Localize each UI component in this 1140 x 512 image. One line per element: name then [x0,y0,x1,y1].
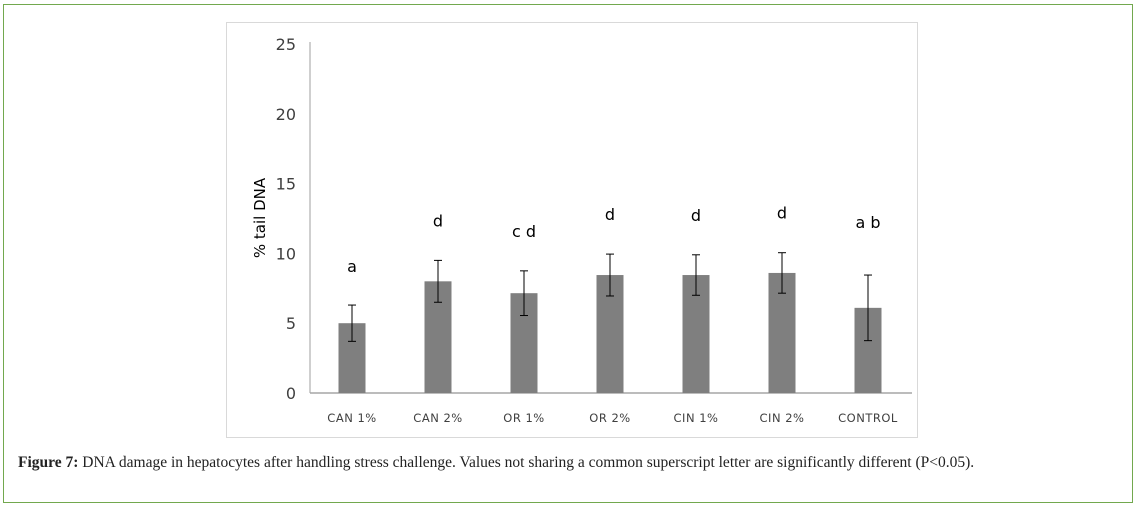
x-tick-label: CIN 1% [674,411,719,425]
y-tick-label: 5 [286,314,296,333]
significance-letter: d [433,211,443,230]
x-tick-label: OR 1% [503,411,544,425]
x-tick-label: OR 2% [589,411,630,425]
figure-frame [3,4,1133,503]
y-tick-label: 10 [276,244,296,263]
significance-letter: c d [512,222,536,241]
x-tick-label: CONTROL [838,411,898,425]
y-tick-label: 15 [276,175,296,194]
caption-text: DNA damage in hepatocytes after handling… [78,454,975,471]
y-tick-label: 25 [276,35,296,54]
significance-letter: d [691,206,701,225]
significance-letter: a b [855,213,880,232]
figure-caption: Figure 7: DNA damage in hepatocytes afte… [18,452,1118,473]
chart-area [226,22,918,438]
x-tick-label: CIN 2% [760,411,805,425]
y-tick-label: 20 [276,105,296,124]
significance-letter: d [605,205,615,224]
significance-letter: d [777,204,787,223]
caption-label: Figure 7: [18,454,79,471]
significance-letter: a [347,257,357,276]
y-tick-label: 0 [286,384,296,403]
x-tick-label: CAN 2% [413,411,462,425]
y-axis-label: % tail DNA [251,177,269,258]
x-tick-label: CAN 1% [327,411,376,425]
